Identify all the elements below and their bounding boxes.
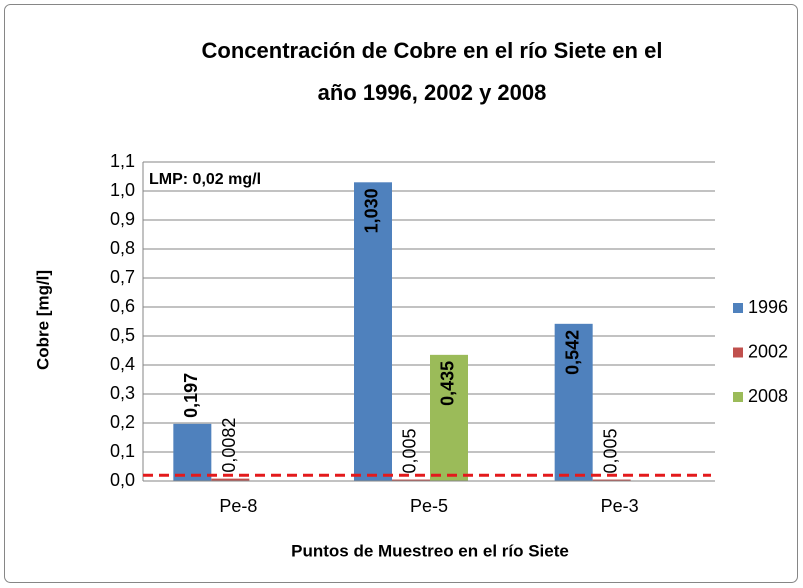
bar	[592, 479, 631, 481]
chart-title: Concentración de Cobre en el río Siete e…	[202, 38, 663, 63]
legend-label: 1996	[748, 297, 788, 317]
y-tick-label: 0,6	[110, 296, 135, 316]
legend-label: 2002	[748, 341, 788, 361]
y-tick-label: 0,5	[110, 325, 135, 345]
data-label: 0,435	[438, 361, 458, 406]
legend-swatch	[733, 392, 743, 402]
y-tick-label: 0,7	[110, 267, 135, 287]
x-tick-label: Pe-5	[410, 496, 448, 516]
bar	[173, 423, 212, 481]
legend-label: 2008	[748, 386, 788, 406]
data-label: 0,005	[400, 429, 420, 474]
x-axis-label: Puntos de Muestreo en el río Siete	[291, 541, 569, 560]
y-axis-label: Cobre [mg/l]	[33, 270, 52, 370]
x-tick-label: Pe-3	[601, 496, 639, 516]
y-tick-label: 0,9	[110, 209, 135, 229]
y-tick-label: 1,1	[110, 151, 135, 171]
legend-swatch	[733, 347, 743, 358]
y-tick-label: 1,0	[110, 180, 135, 200]
y-tick-label: 0,0	[110, 470, 135, 490]
data-label: 0,005	[600, 429, 620, 474]
data-label: 0,542	[562, 330, 582, 375]
data-label: 1,030	[362, 188, 382, 233]
chart-title: año 1996, 2002 y 2008	[318, 80, 547, 105]
bar	[354, 182, 392, 482]
y-tick-label: 0,1	[110, 441, 135, 461]
reference-label: LMP: 0,02 mg/l	[149, 171, 261, 188]
data-label: 0,0082	[219, 418, 239, 473]
x-tick-label: Pe-8	[219, 496, 257, 516]
bar	[554, 323, 593, 481]
y-tick-label: 0,3	[110, 383, 135, 403]
legend-swatch	[733, 303, 743, 313]
bar	[430, 354, 468, 481]
y-tick-label: 0,8	[110, 238, 135, 258]
bar	[211, 478, 250, 481]
bar	[392, 479, 430, 481]
data-label: 0,197	[181, 373, 201, 418]
y-tick-label: 0,4	[110, 354, 135, 374]
y-tick-label: 0,2	[110, 412, 135, 432]
